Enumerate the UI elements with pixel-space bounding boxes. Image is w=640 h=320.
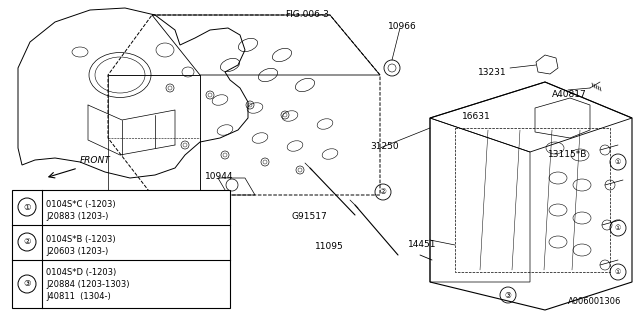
Text: J40811  (1304-): J40811 (1304-)	[46, 292, 111, 301]
Bar	[12, 190, 230, 308]
Text: G91517: G91517	[292, 212, 328, 221]
Text: J20884 (1203-1303): J20884 (1203-1303)	[46, 280, 129, 289]
Text: 0104S*B (-1203): 0104S*B (-1203)	[46, 235, 116, 244]
Text: 10944: 10944	[205, 172, 234, 181]
Text: ②: ②	[380, 188, 387, 196]
Text: ②: ②	[23, 237, 31, 246]
Text: 0104S*C (-1203): 0104S*C (-1203)	[46, 200, 116, 209]
Text: 31250: 31250	[370, 142, 399, 151]
Text: 10966: 10966	[388, 22, 417, 31]
Text: ①: ①	[23, 203, 31, 212]
Text: ③: ③	[504, 291, 511, 300]
Text: 0104S*D (-1203): 0104S*D (-1203)	[46, 268, 116, 277]
Text: FIG.006-3: FIG.006-3	[285, 10, 329, 19]
Text: 13231: 13231	[478, 68, 507, 77]
Text: ③: ③	[23, 279, 31, 289]
Text: ①: ①	[615, 159, 621, 165]
Text: 16631: 16631	[462, 112, 491, 121]
Text: 14451: 14451	[408, 240, 436, 249]
Text: A40817: A40817	[552, 90, 587, 99]
Text: J20883 (1203-): J20883 (1203-)	[46, 212, 108, 221]
Text: FRONT: FRONT	[80, 156, 111, 165]
Text: J20603 (1203-): J20603 (1203-)	[46, 247, 108, 256]
Text: 11095: 11095	[315, 242, 344, 251]
Text: ①: ①	[615, 225, 621, 231]
Text: A006001306: A006001306	[568, 297, 621, 306]
Text: ①: ①	[615, 269, 621, 275]
Text: 13115*B: 13115*B	[548, 150, 588, 159]
